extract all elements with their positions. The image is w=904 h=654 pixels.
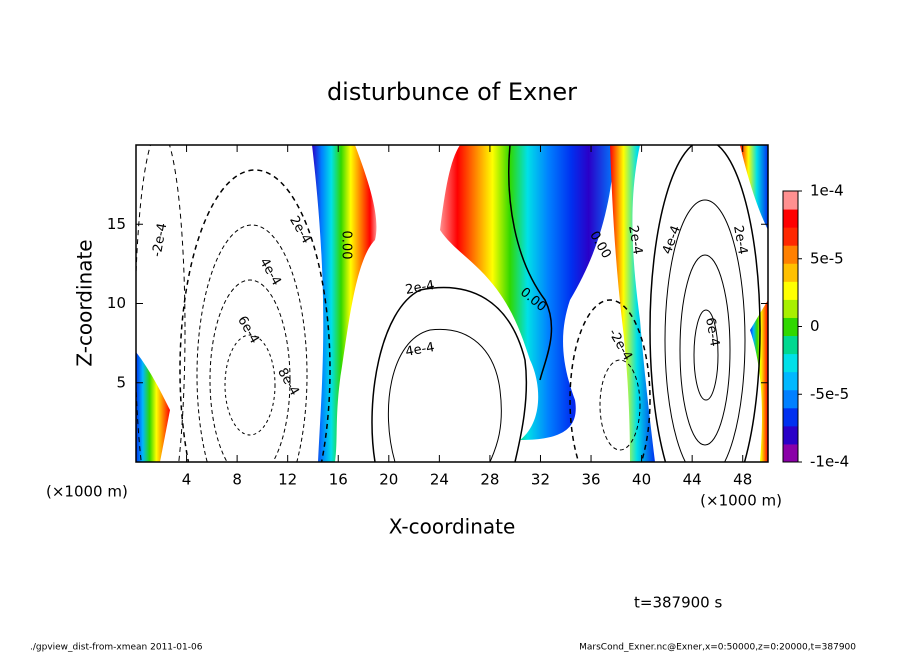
field xyxy=(136,145,768,462)
contour-label: 2e-4 xyxy=(625,224,645,255)
x-tick-label: 48 xyxy=(733,471,752,489)
x-tick-label: 20 xyxy=(379,471,398,489)
contour-label: 0.00 xyxy=(339,231,354,260)
footer-left: ./gpview_dist-from-xmean 2011-01-06 xyxy=(30,643,203,653)
y-tick-label: 15 xyxy=(107,215,126,233)
x-tick-label: 4 xyxy=(182,471,192,489)
contour-label: 4e-4 xyxy=(660,224,684,257)
color-band xyxy=(440,145,615,440)
colorbar-cell xyxy=(783,425,798,445)
color-band xyxy=(136,352,170,462)
colorbar-cell xyxy=(783,227,798,246)
colorbar-tick-label: 0 xyxy=(810,317,820,335)
colorbar-cell xyxy=(783,263,798,282)
x-axis-label: X-coordinate xyxy=(389,515,516,539)
x-unit-label: (×1000 m) xyxy=(700,492,782,510)
contour-label: -2e-4 xyxy=(150,222,171,258)
color-band xyxy=(750,300,768,462)
colorbar-cell xyxy=(783,335,798,355)
y-tick-label: 5 xyxy=(116,373,126,391)
x-tick-label: 40 xyxy=(632,471,651,489)
contour-label: 8e-4 xyxy=(274,366,302,399)
footer-right: MarsCond_Exner.nc@Exner,x=0:50000,z=0:20… xyxy=(579,643,856,653)
y-tick-label: 10 xyxy=(107,294,126,312)
colorbar-cell xyxy=(783,299,798,318)
contour-label: 4e-4 xyxy=(404,340,435,360)
colorbar-cell xyxy=(783,317,798,337)
x-tick-label: 36 xyxy=(581,471,600,489)
colorbar-cell xyxy=(783,281,798,300)
time-label: t=387900 s xyxy=(634,594,722,612)
x-tick-label: 28 xyxy=(480,471,499,489)
colorbar-cell xyxy=(783,389,798,409)
colorbar-cell xyxy=(783,371,798,391)
colorbar-cell xyxy=(783,245,798,264)
contour-label: 6e-4 xyxy=(702,316,722,347)
x-tick-label: 44 xyxy=(683,471,702,489)
colorbar-cell xyxy=(783,443,798,463)
contour-label: 2e-4 xyxy=(730,224,750,255)
contour-label: 4e-4 xyxy=(256,256,284,289)
colorbar-tick-label: 5e-5 xyxy=(810,249,844,267)
colorbar-cell xyxy=(783,353,798,373)
colorbar-cell xyxy=(783,191,798,210)
color-band xyxy=(610,145,655,462)
colorbar-tick-label: -1e-4 xyxy=(810,453,849,471)
contour-label: 6e-4 xyxy=(234,314,262,347)
x-tick-label: 8 xyxy=(232,471,242,489)
x-tick-label: 32 xyxy=(531,471,550,489)
x-tick-label: 12 xyxy=(278,471,297,489)
y-axis-label: Z-coordinate xyxy=(73,239,97,366)
colorbar-tick-label: 1e-4 xyxy=(810,182,844,200)
x-tick-label: 24 xyxy=(430,471,449,489)
colorbar-cell xyxy=(783,407,798,427)
color-band xyxy=(312,145,377,462)
chart-title: disturbunce of Exner xyxy=(327,78,577,106)
contour-label: 2e-4 xyxy=(404,278,435,298)
color-band xyxy=(740,145,768,230)
contour-lines xyxy=(136,145,761,462)
x-tick-label: 16 xyxy=(329,471,348,489)
colorbar-cell xyxy=(783,209,798,228)
colorbar-tick-label: -5e-5 xyxy=(810,385,849,403)
contour-label: 2e-4 xyxy=(286,214,314,247)
x-unit-label: (×1000 m) xyxy=(46,483,128,501)
